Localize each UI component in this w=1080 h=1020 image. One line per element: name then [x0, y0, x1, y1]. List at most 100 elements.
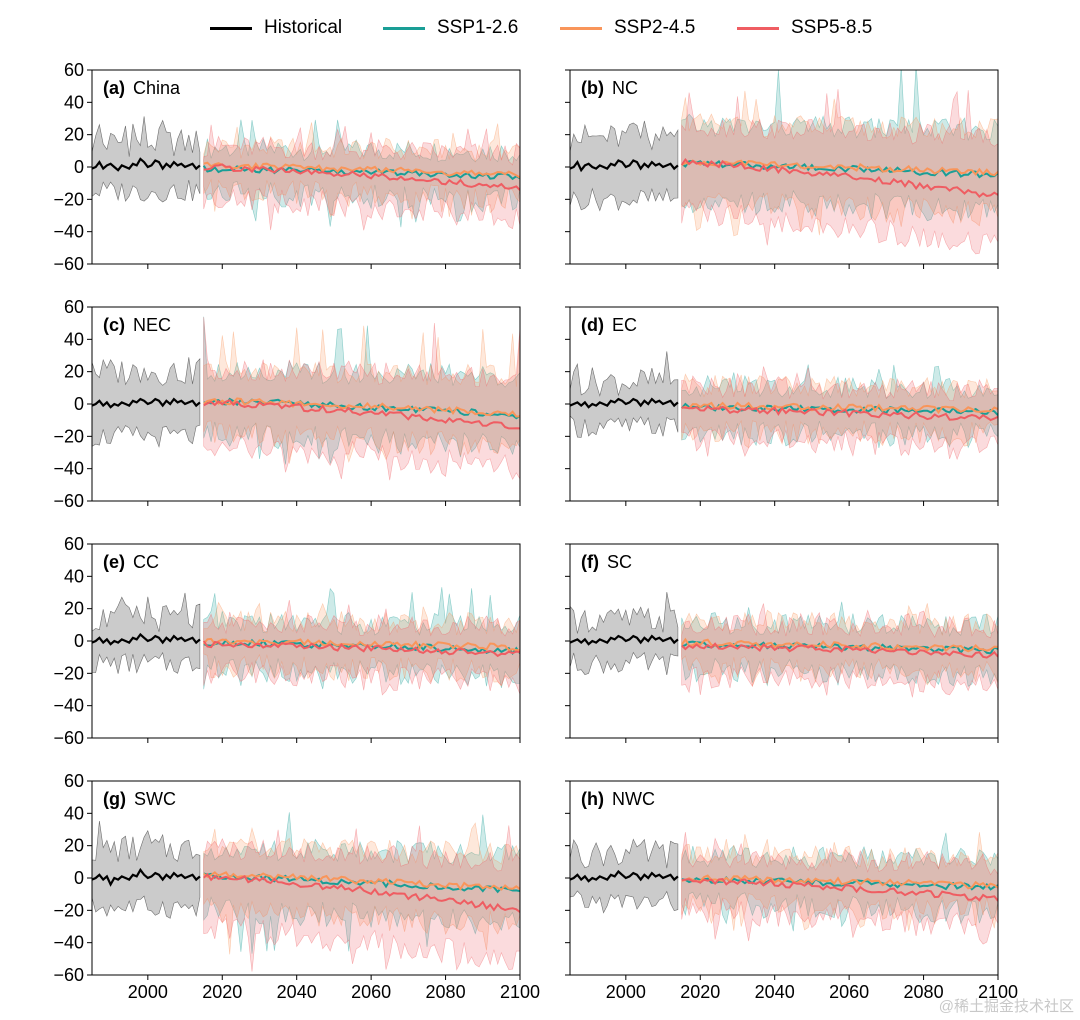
line-ssp126: [681, 875, 998, 891]
legend-item-ssp585: SSP5-8.5: [737, 12, 872, 44]
line-ssp245: [681, 874, 998, 890]
panel-china: −60 −40 −20 0 20 40 60 (a) China: [53, 60, 521, 274]
y-tick-label: 60: [64, 60, 84, 80]
y-tick-label: −60: [53, 965, 84, 985]
x-tick-label: 2080: [426, 982, 466, 1002]
panel-id: (d): [581, 315, 604, 335]
y-tick-label: 60: [64, 534, 84, 554]
band-ssp585: [681, 366, 998, 461]
line-ssp245: [680, 637, 998, 653]
panel-label: (h) NWC: [581, 789, 655, 809]
panel-id: (g): [103, 789, 126, 809]
band-ssp126: [203, 587, 520, 690]
panel-id: (e): [103, 552, 125, 572]
y-tick-label: 20: [64, 599, 84, 619]
x-tick-label: 2060: [829, 982, 869, 1002]
band-ssp585: [203, 317, 520, 481]
y-tick-label: −40: [53, 933, 84, 953]
panel-region: NC: [612, 78, 638, 98]
y-tick-label: −20: [53, 663, 84, 683]
plot-area: [92, 116, 520, 231]
historical-line: [570, 634, 679, 646]
panel-id: (b): [581, 78, 604, 98]
y-tick-label: −20: [53, 426, 84, 446]
y-tick-label: 40: [64, 92, 84, 112]
historical-band: [92, 820, 201, 919]
historical-line: [92, 867, 201, 887]
line-ssp245: [203, 397, 520, 418]
x-tick-label: 2100: [500, 982, 540, 1002]
y-tick-label: −60: [53, 254, 84, 274]
panel-label: (a) China: [103, 78, 181, 98]
x-tick-label: 2060: [351, 982, 391, 1002]
y-tick-label: −60: [53, 728, 84, 748]
band-ssp245: [203, 325, 520, 464]
x-tick-label: 2020: [202, 982, 242, 1002]
line-ssp585: [680, 157, 998, 198]
watermark: @稀土掘金技术社区: [938, 998, 1074, 1015]
band-ssp585: [203, 600, 520, 696]
band-ssp245: [681, 90, 998, 237]
panel-nwc: 2000 2020 2040 2060 2080 2100 (h) NWC: [565, 780, 1018, 1002]
panel-id: (c): [103, 315, 125, 335]
y-tick-label: 60: [64, 297, 84, 317]
legend-swatch-ssp245: [560, 26, 602, 30]
line-ssp245: [681, 159, 998, 177]
y-tick-label: −20: [53, 189, 84, 209]
y-tick-label: 0: [74, 868, 84, 888]
legend-swatch-ssp585: [737, 26, 779, 30]
panel-label: (g) SWC: [103, 789, 176, 809]
panel-sc: (f) SC: [565, 543, 999, 743]
panel-label: (e) CC: [103, 552, 159, 572]
plot-area: [570, 351, 998, 461]
historical-band: [570, 592, 679, 675]
legend-item-historical: Historical: [210, 12, 342, 44]
line-ssp585: [681, 405, 998, 422]
panel-region: NWC: [612, 789, 655, 809]
legend-label-historical: Historical: [264, 17, 343, 38]
historical-line: [92, 397, 201, 409]
y-tick-label: 40: [64, 566, 84, 586]
panel-nec: −60 −40 −20 0 20 40 60 (c) NEC: [53, 297, 521, 511]
x-tick-label: 2020: [680, 982, 720, 1002]
y-tick-label: 60: [64, 771, 84, 791]
x-tick-label: 2100: [978, 982, 1018, 1002]
panel-ec: (d) EC: [565, 306, 999, 506]
legend: Historical SSP1-2.6 SSP2-4.5 SSP5-8.5: [0, 12, 1080, 44]
legend-label-ssp245: SSP2-4.5: [614, 17, 696, 38]
historical-line: [92, 632, 201, 646]
y-tick-label: 20: [64, 836, 84, 856]
y-tick-label: −40: [53, 696, 84, 716]
historical-line: [570, 159, 679, 173]
line-ssp245: [203, 161, 520, 179]
band-ssp126: [203, 119, 520, 228]
panel-id: (h): [581, 789, 604, 809]
x-tick-label: 2000: [606, 982, 646, 1002]
y-tick-label: 0: [74, 157, 84, 177]
legend-swatch-historical: [210, 26, 252, 30]
band-ssp585: [203, 825, 520, 972]
y-tick-label: −20: [53, 900, 84, 920]
legend-item-ssp245: SSP2-4.5: [560, 12, 695, 44]
y-tick-label: −40: [53, 459, 84, 479]
plot-area: [570, 832, 998, 945]
panel-label: (b) NC: [581, 78, 638, 98]
panel-id: (a): [103, 78, 125, 98]
line-ssp585: [203, 399, 520, 430]
band-ssp585: [203, 124, 520, 231]
y-tick-label: 20: [64, 362, 84, 382]
line-ssp585: [681, 642, 998, 659]
panel-label: (f) SC: [581, 552, 632, 572]
plot-area: [570, 70, 998, 255]
band-ssp126: [203, 316, 520, 465]
panel-nc: (b) NC: [565, 69, 999, 269]
x-tick-label: 2040: [755, 982, 795, 1002]
y-tick-label: −60: [53, 491, 84, 511]
historical-line: [570, 869, 679, 883]
panel-label: (d) EC: [581, 315, 637, 335]
historical-line: [570, 397, 679, 409]
plot-area: [570, 592, 998, 698]
line-ssp585: [203, 872, 520, 913]
